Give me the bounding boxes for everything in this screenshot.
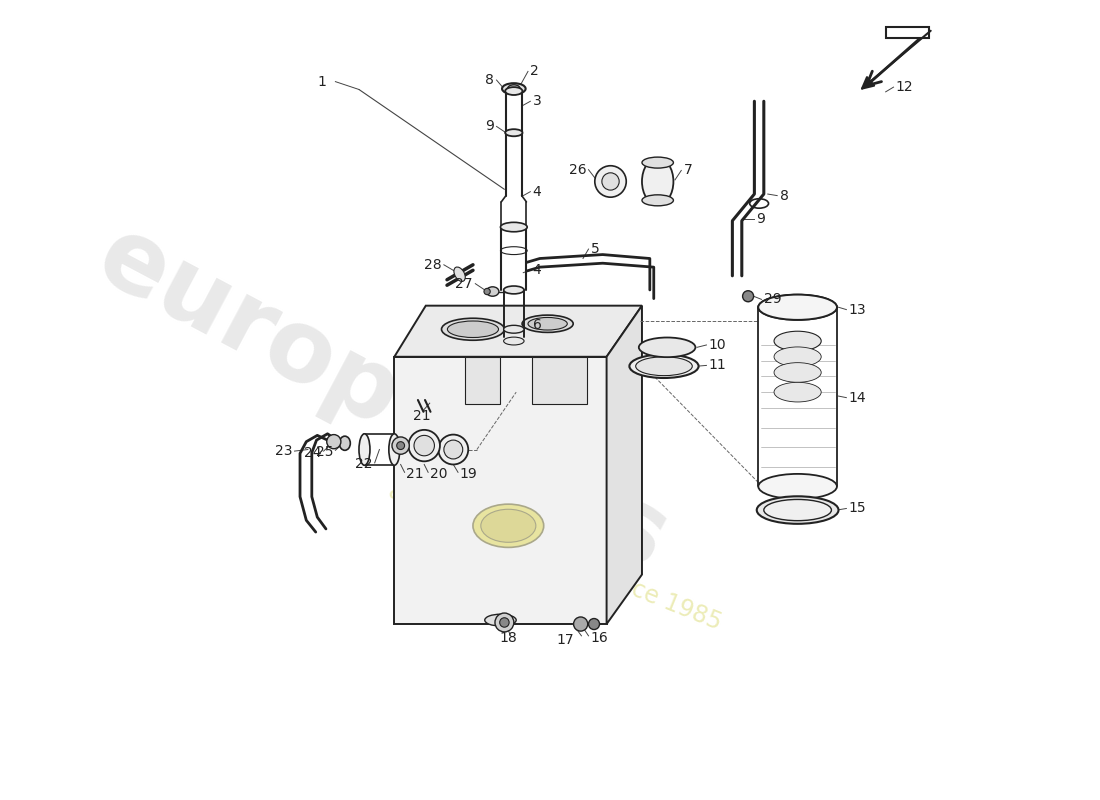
Ellipse shape (414, 435, 435, 456)
Ellipse shape (758, 474, 837, 499)
Polygon shape (532, 357, 587, 404)
Ellipse shape (505, 87, 522, 95)
Circle shape (588, 618, 600, 630)
Polygon shape (465, 357, 501, 404)
Ellipse shape (642, 157, 673, 168)
Text: 20: 20 (430, 467, 448, 481)
Ellipse shape (504, 286, 524, 294)
Circle shape (742, 290, 754, 302)
Circle shape (327, 434, 341, 449)
Ellipse shape (485, 614, 516, 626)
Text: 17: 17 (556, 633, 573, 646)
Ellipse shape (522, 315, 573, 332)
Ellipse shape (502, 83, 526, 94)
Ellipse shape (758, 294, 837, 320)
Text: 26: 26 (569, 162, 586, 177)
Text: 19: 19 (460, 467, 477, 481)
Text: 12: 12 (895, 80, 913, 94)
Text: 21: 21 (406, 467, 424, 481)
Ellipse shape (774, 382, 822, 402)
Circle shape (484, 288, 491, 294)
Ellipse shape (629, 354, 698, 378)
Ellipse shape (448, 321, 498, 338)
Ellipse shape (439, 434, 469, 465)
Text: 24: 24 (304, 446, 321, 460)
Ellipse shape (774, 362, 822, 382)
Ellipse shape (444, 440, 463, 459)
Circle shape (573, 617, 587, 631)
Ellipse shape (359, 434, 370, 466)
Ellipse shape (486, 286, 499, 296)
Text: 22: 22 (355, 458, 372, 471)
Text: 11: 11 (708, 358, 726, 373)
Text: 2: 2 (530, 65, 539, 78)
Ellipse shape (505, 129, 522, 136)
Ellipse shape (636, 357, 692, 376)
Circle shape (397, 442, 405, 450)
Ellipse shape (763, 499, 832, 521)
Ellipse shape (473, 504, 543, 547)
Circle shape (392, 437, 409, 454)
Ellipse shape (757, 496, 838, 524)
Text: 7: 7 (683, 163, 692, 178)
Text: 13: 13 (849, 302, 867, 317)
Ellipse shape (339, 436, 350, 450)
Text: 15: 15 (849, 502, 867, 515)
Polygon shape (606, 306, 642, 624)
Text: 1: 1 (317, 74, 326, 89)
Text: 29: 29 (763, 292, 781, 306)
Text: 6: 6 (532, 318, 541, 332)
Ellipse shape (774, 331, 822, 351)
Ellipse shape (441, 318, 505, 340)
Ellipse shape (454, 267, 465, 282)
Text: 21: 21 (412, 409, 431, 422)
Text: 5: 5 (591, 242, 600, 256)
Text: 4: 4 (532, 263, 541, 278)
Ellipse shape (504, 326, 524, 333)
Ellipse shape (774, 347, 822, 366)
Text: 10: 10 (708, 338, 726, 352)
Polygon shape (394, 306, 642, 357)
Text: 8: 8 (780, 189, 789, 202)
Ellipse shape (642, 158, 673, 205)
Text: 16: 16 (591, 631, 608, 645)
Circle shape (495, 613, 514, 632)
Ellipse shape (500, 222, 527, 232)
Text: 25: 25 (316, 445, 333, 459)
Ellipse shape (758, 294, 837, 320)
Circle shape (499, 618, 509, 627)
Ellipse shape (639, 338, 695, 357)
Circle shape (602, 173, 619, 190)
Ellipse shape (507, 85, 520, 93)
Ellipse shape (642, 195, 673, 206)
Ellipse shape (504, 337, 524, 345)
Text: 18: 18 (499, 631, 517, 645)
Polygon shape (886, 26, 928, 38)
Text: a passion for parts since 1985: a passion for parts since 1985 (385, 479, 726, 635)
Ellipse shape (388, 434, 399, 466)
Circle shape (595, 166, 626, 197)
Ellipse shape (766, 298, 829, 317)
Ellipse shape (481, 510, 536, 542)
Text: europcares: europcares (80, 209, 684, 591)
Text: 27: 27 (455, 277, 473, 290)
Text: 23: 23 (275, 444, 293, 458)
Text: 28: 28 (424, 258, 441, 272)
Text: 4: 4 (532, 185, 541, 198)
Text: 8: 8 (485, 73, 494, 87)
Ellipse shape (528, 318, 568, 330)
Text: 9: 9 (756, 212, 764, 226)
Polygon shape (394, 357, 606, 624)
Ellipse shape (408, 430, 440, 462)
Text: 3: 3 (532, 94, 541, 108)
Text: 14: 14 (849, 390, 867, 405)
Text: 9: 9 (485, 119, 494, 134)
